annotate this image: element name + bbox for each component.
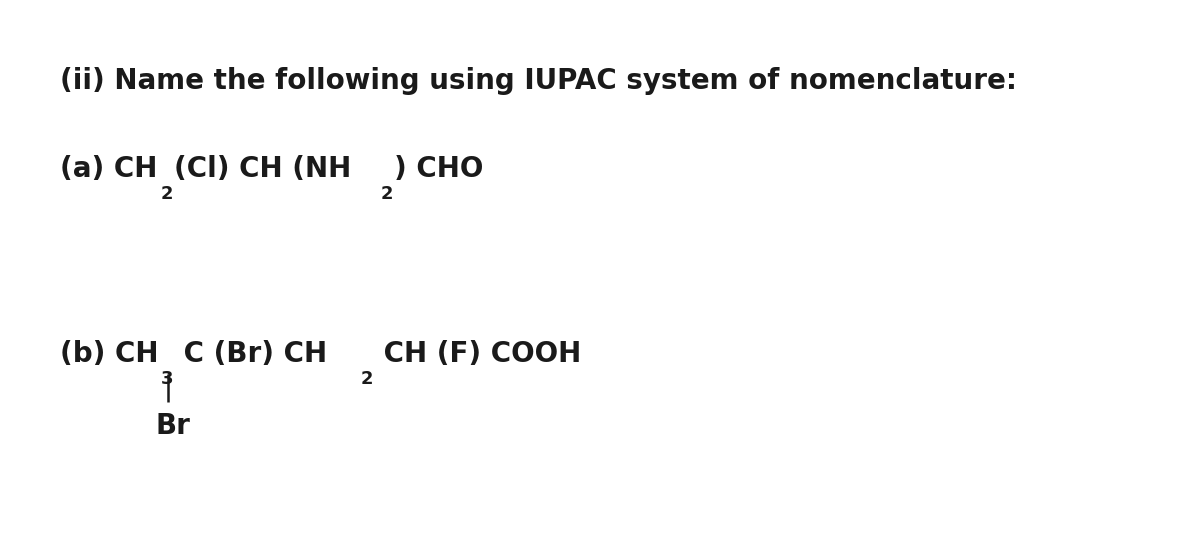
Text: 2: 2 xyxy=(361,370,373,388)
Text: (Cl) CH (NH: (Cl) CH (NH xyxy=(174,155,352,183)
Text: C (Br) CH: C (Br) CH xyxy=(174,340,328,368)
Text: ) CHO: ) CHO xyxy=(394,155,484,183)
Text: Br: Br xyxy=(155,412,190,440)
Text: (b) CH: (b) CH xyxy=(60,340,158,368)
Text: 2: 2 xyxy=(161,185,174,203)
Text: CH (F) COOH: CH (F) COOH xyxy=(374,340,581,368)
Text: (ii) Name the following using IUPAC system of nomenclature:: (ii) Name the following using IUPAC syst… xyxy=(60,67,1018,95)
Text: (a) CH: (a) CH xyxy=(60,155,157,183)
Text: 3: 3 xyxy=(161,370,174,388)
Text: 2: 2 xyxy=(382,185,394,203)
